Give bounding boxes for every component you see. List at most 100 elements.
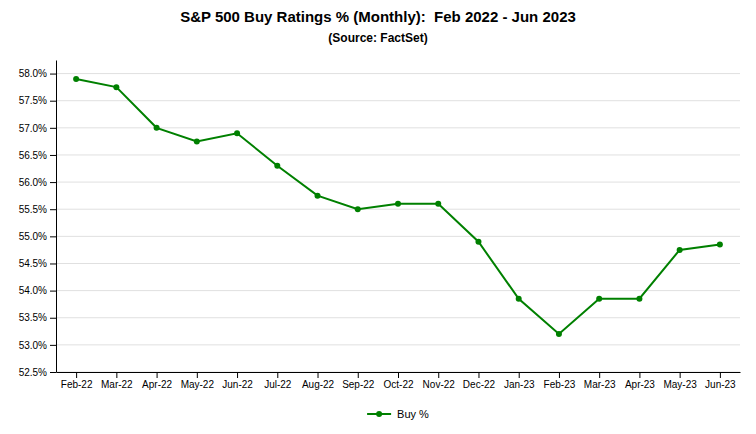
y-tick-label: 55.0% xyxy=(19,231,47,242)
data-point xyxy=(556,331,562,337)
y-tick-mark xyxy=(50,236,56,237)
x-tick-mark xyxy=(237,372,238,378)
grid-line xyxy=(56,344,740,345)
y-tick-label: 54.0% xyxy=(19,285,47,296)
x-tick-label: Jul-22 xyxy=(264,379,292,390)
x-tick-mark xyxy=(599,372,600,378)
y-tick-mark xyxy=(50,74,56,75)
x-tick: May-22 xyxy=(181,372,215,390)
y-tick-mark xyxy=(50,291,56,292)
x-tick-mark xyxy=(358,372,359,378)
legend-marker xyxy=(376,411,382,417)
data-point xyxy=(596,296,602,302)
data-line xyxy=(76,79,720,334)
x-tick: Nov-22 xyxy=(423,372,456,390)
grid xyxy=(56,74,740,372)
x-tick: Dec-22 xyxy=(463,372,496,390)
y-tick-mark xyxy=(50,182,56,183)
y-tick: 57.5% xyxy=(19,95,56,106)
grid-line xyxy=(56,100,740,101)
legend: Buy % xyxy=(367,408,429,420)
y-axis: 52.5% 53.0% 53.5% 54.0% 54.5% 55.0% 55.5% 56.0%… xyxy=(19,61,57,378)
x-tick-label: Jan-23 xyxy=(504,379,535,390)
grid-line xyxy=(56,73,740,74)
y-tick-mark xyxy=(50,128,56,129)
x-tick-mark xyxy=(438,372,439,378)
plot-area: 52.5% 53.0% 53.5% 54.0% 54.5% 55.0% 55.5% 56.0%… xyxy=(19,61,741,391)
y-tick-label: 58.0% xyxy=(19,68,47,79)
y-tick-mark xyxy=(50,209,56,210)
x-tick: Feb-22 xyxy=(61,372,93,390)
data-point xyxy=(234,130,240,136)
y-tick-mark xyxy=(50,318,56,319)
x-tick: Apr-23 xyxy=(625,372,655,390)
data-point xyxy=(274,163,280,169)
data-point xyxy=(113,84,119,90)
x-tick-mark xyxy=(559,372,560,378)
grid-line xyxy=(56,236,740,237)
grid-line xyxy=(56,182,740,183)
y-tick-label: 54.5% xyxy=(19,258,47,269)
y-tick: 55.5% xyxy=(19,204,56,215)
y-tick: 55.0% xyxy=(19,231,56,242)
data-point xyxy=(475,239,481,245)
y-tick: 57.0% xyxy=(19,123,56,134)
subtitle: (Source: FactSet) xyxy=(328,31,427,45)
legend-label: Buy % xyxy=(397,408,429,420)
x-tick-mark xyxy=(157,372,158,378)
y-tick-label: 55.5% xyxy=(19,204,47,215)
x-tick-label: Apr-22 xyxy=(142,379,172,390)
x-tick: Feb-23 xyxy=(544,372,576,390)
grid-line xyxy=(56,263,740,264)
data-layer xyxy=(73,76,723,337)
y-tick-label: 53.5% xyxy=(19,312,47,323)
x-tick-label: Dec-22 xyxy=(463,379,496,390)
x-tick-label: Jun-22 xyxy=(222,379,253,390)
grid-line xyxy=(56,209,740,210)
y-tick: 58.0% xyxy=(19,68,56,79)
x-tick-label: Mar-23 xyxy=(584,379,616,390)
y-tick: 54.5% xyxy=(19,258,56,269)
x-tick: Sep-22 xyxy=(342,372,375,390)
data-point xyxy=(636,296,642,302)
x-tick-mark xyxy=(318,372,319,378)
x-tick-label: Mar-22 xyxy=(101,379,133,390)
data-point xyxy=(73,76,79,82)
x-tick: Oct-22 xyxy=(383,372,413,390)
y-tick: 53.0% xyxy=(19,340,56,351)
x-tick: Jun-22 xyxy=(222,372,253,390)
x-axis: Feb-22 Mar-22 Apr-22 May-22 Jun-22 Jul-22 Aug-… xyxy=(57,372,741,390)
x-tick-mark xyxy=(277,372,278,378)
x-tick-label: May-23 xyxy=(663,379,697,390)
y-tick-label: 56.5% xyxy=(19,150,47,161)
y-tick-label: 57.0% xyxy=(19,123,47,134)
y-tick-label: 53.0% xyxy=(19,340,47,351)
x-tick: May-23 xyxy=(663,372,697,390)
grid-line xyxy=(56,317,740,318)
x-tick: Jul-22 xyxy=(264,372,292,390)
x-tick-label: Feb-23 xyxy=(544,379,576,390)
x-tick: Aug-22 xyxy=(302,372,335,390)
data-point xyxy=(154,125,160,131)
data-point xyxy=(717,241,723,247)
x-tick: Jun-23 xyxy=(705,372,736,390)
y-tick-mark xyxy=(50,263,56,264)
x-tick-mark xyxy=(478,372,479,378)
data-point xyxy=(355,206,361,212)
x-tick: Mar-23 xyxy=(584,372,616,390)
y-tick-label: 52.5% xyxy=(19,367,47,378)
x-tick-label: Jun-23 xyxy=(705,379,736,390)
data-point xyxy=(435,201,441,207)
x-tick-label: Oct-22 xyxy=(383,379,413,390)
x-tick: Mar-22 xyxy=(101,372,133,390)
y-tick-label: 57.5% xyxy=(19,95,47,106)
y-tick: 54.0% xyxy=(19,285,56,296)
y-tick: 56.5% xyxy=(19,150,56,161)
x-tick-mark xyxy=(197,372,198,378)
y-tick: 56.0% xyxy=(19,177,56,188)
data-point xyxy=(395,201,401,207)
y-tick-mark xyxy=(50,345,56,346)
x-tick: Apr-22 xyxy=(142,372,172,390)
data-point xyxy=(194,138,200,144)
x-tick-label: Sep-22 xyxy=(342,379,375,390)
